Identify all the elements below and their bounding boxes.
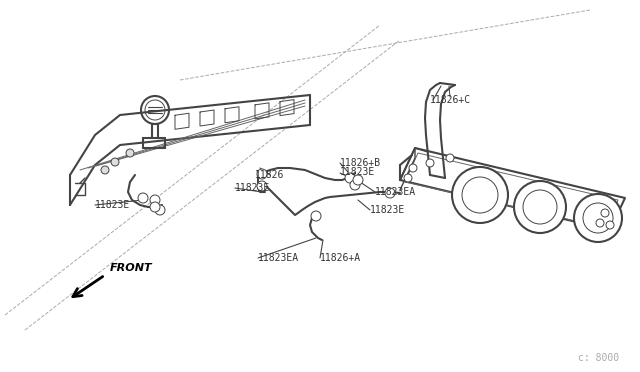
Circle shape [426, 159, 434, 167]
Text: 11826+A: 11826+A [320, 253, 361, 263]
Circle shape [514, 181, 566, 233]
Circle shape [111, 158, 119, 166]
Circle shape [138, 193, 148, 203]
Text: 11823EA: 11823EA [258, 253, 299, 263]
Circle shape [452, 167, 508, 223]
Circle shape [404, 174, 412, 182]
Circle shape [257, 169, 267, 179]
Circle shape [350, 180, 360, 190]
Text: FRONT: FRONT [110, 263, 152, 273]
Circle shape [150, 202, 160, 212]
Circle shape [606, 221, 614, 229]
Circle shape [155, 205, 165, 215]
Text: 11826+C: 11826+C [430, 95, 471, 105]
Text: 11823E: 11823E [370, 205, 405, 215]
Circle shape [574, 194, 622, 242]
Text: c: 8000: c: 8000 [578, 353, 619, 363]
Text: 11823E: 11823E [95, 200, 131, 210]
Circle shape [311, 211, 321, 221]
Circle shape [601, 209, 609, 217]
Circle shape [446, 154, 454, 162]
Circle shape [409, 164, 417, 172]
Text: 11823E: 11823E [340, 167, 375, 177]
Circle shape [596, 219, 604, 227]
Circle shape [150, 195, 160, 205]
Circle shape [257, 181, 267, 191]
Circle shape [385, 188, 395, 198]
Text: 11823EA: 11823EA [375, 187, 416, 197]
Circle shape [101, 166, 109, 174]
Circle shape [345, 173, 355, 183]
Text: 11823E: 11823E [235, 183, 270, 193]
Text: 11826+B: 11826+B [340, 158, 381, 168]
Circle shape [353, 175, 363, 185]
Circle shape [126, 149, 134, 157]
Text: 11826: 11826 [255, 170, 284, 180]
